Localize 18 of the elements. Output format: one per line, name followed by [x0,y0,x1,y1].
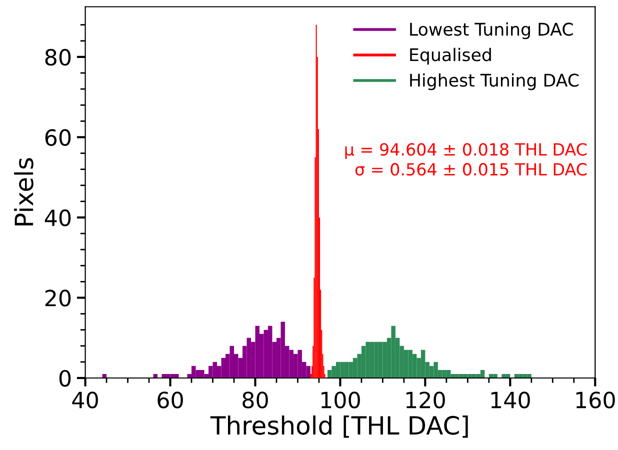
x-tick-label: 100 [321,392,360,408]
annotation: μ = 94.604 ± 0.018 THL DAC σ = 0.564 ± 0.015 THL DAC [345,143,587,176]
y-tick-label: 0 [59,370,71,387]
y-tick-label: 60 [45,129,71,146]
y-axis-title: Pixels [14,158,34,226]
x-tick-label: 60 [158,392,183,408]
x-tick-label: 160 [576,392,615,408]
x-tick-label: 120 [406,392,445,408]
x-tick-label: 140 [491,392,530,408]
legend-label: Highest Tuning DAC [410,73,579,90]
legend-label: Lowest Tuning DAC [410,22,573,40]
y-tick-label: 80 [45,48,71,66]
x-axis-title: Threshold [THL DAC] [210,415,468,438]
legend-label: Equalised [410,48,491,65]
y-tick-label: 40 [44,209,71,226]
x-tick-label: 40 [72,392,98,408]
y-tick-label: 20 [45,290,71,306]
x-tick-label: 80 [242,392,268,408]
